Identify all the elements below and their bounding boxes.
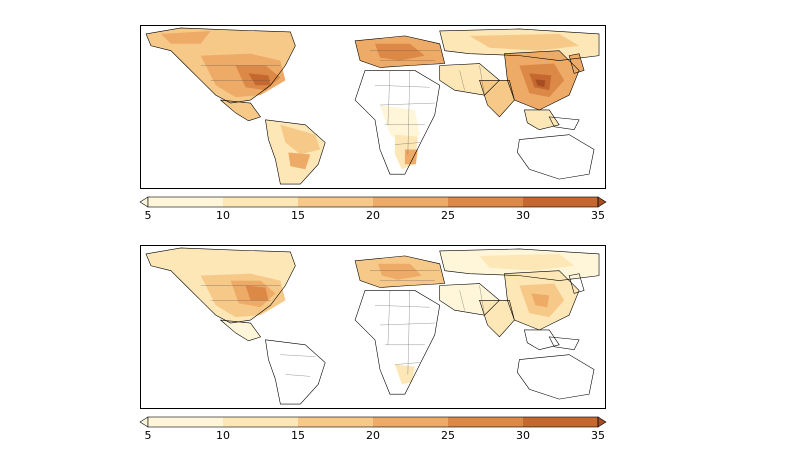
colorbar-extend-max (597, 196, 607, 208)
colorbar-tick-label: 5 (144, 429, 152, 442)
coastlines-bottom (145, 247, 600, 405)
world-map-top (145, 27, 600, 185)
borders-bottom (200, 270, 485, 377)
colorbar-tick-label: 35 (591, 429, 605, 442)
colorbar-bottom-bar (139, 416, 607, 428)
colorbar-segment (523, 417, 598, 427)
colorbar-tick-label: 20 (366, 429, 380, 442)
colorbar-tick-label: 35 (591, 209, 605, 222)
colorbar-segment (298, 197, 373, 207)
colorbar-tick-label: 10 (216, 209, 230, 222)
colorbar-tick-label: 15 (291, 429, 305, 442)
colorbar-tick-label: 15 (291, 209, 305, 222)
colorbar-segment (448, 197, 523, 207)
colorbar-bottom: 5 10 15 20 25 30 35 (139, 416, 607, 447)
colorbar-segment (523, 197, 598, 207)
colorbar-top-bar (139, 196, 607, 208)
colorbar-top: 5 10 15 20 25 30 35 (139, 196, 607, 227)
colorbar-segment (148, 417, 223, 427)
colorbar-segment (223, 417, 298, 427)
colorbar-tick-label: 25 (441, 429, 455, 442)
colorbar-outline (147, 196, 599, 208)
colorbar-segment (148, 197, 223, 207)
colorbar-segment (373, 417, 448, 427)
colorbar-extend-min (139, 196, 149, 208)
map-panel-top (140, 25, 606, 189)
colorbar-tick-label: 10 (216, 429, 230, 442)
colorbar-segment (448, 417, 523, 427)
colorbar-tick-label: 5 (144, 209, 152, 222)
colorbar-tick-label: 20 (366, 209, 380, 222)
map-panel-bottom (140, 245, 606, 409)
world-map-bottom (145, 247, 600, 405)
colorbar-extend-max (597, 416, 607, 428)
colorbar-segment (298, 417, 373, 427)
field-layer-top (145, 27, 600, 185)
colorbar-segment (373, 197, 448, 207)
colorbar-outline (147, 416, 599, 428)
colorbar-tick-label: 25 (441, 209, 455, 222)
borders-top (200, 50, 485, 155)
field-layer-bottom (145, 247, 600, 385)
colorbar-segment (223, 197, 298, 207)
colorbar-tick-label: 30 (516, 209, 530, 222)
colorbar-extend-min (139, 416, 149, 428)
colorbar-tick-label: 30 (516, 429, 530, 442)
